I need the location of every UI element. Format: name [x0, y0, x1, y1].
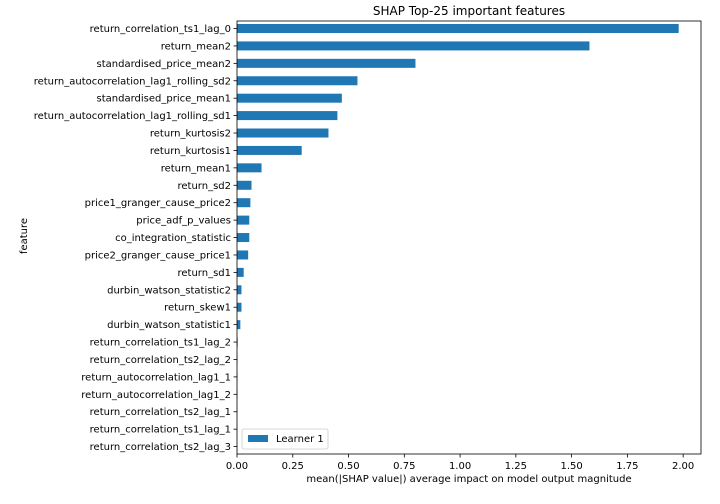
- bar: [237, 111, 338, 121]
- category-label: return_autocorrelation_lag1_1: [81, 372, 231, 383]
- category-label: co_integration_statistic: [115, 233, 231, 244]
- category-label: standardised_price_mean2: [97, 59, 231, 70]
- bar: [237, 58, 416, 68]
- bar: [237, 198, 251, 208]
- category-label: return_kurtosis2: [150, 129, 231, 140]
- x-tick-label: 0.00: [226, 461, 248, 472]
- category-label: return_sd1: [178, 268, 232, 279]
- category-label: price1_granger_cause_price2: [85, 198, 231, 209]
- bar: [237, 215, 250, 225]
- x-tick-label: 1.00: [449, 461, 471, 472]
- x-tick-label: 0.50: [337, 461, 359, 472]
- x-ticks-group: 0.00 0.25 0.50 0.75 1.00 1.25 1.50 1.75 2.00: [226, 454, 694, 472]
- category-label: standardised_price_mean1: [97, 94, 231, 105]
- bar: [237, 93, 342, 103]
- legend-label: Learner 1: [276, 434, 324, 445]
- category-label: return_autocorrelation_lag1_2: [81, 390, 231, 401]
- category-label: return_correlation_ts1_lag_0: [90, 24, 231, 35]
- category-label: return_skew1: [164, 303, 231, 314]
- category-label: return_mean1: [161, 163, 231, 174]
- bar: [237, 320, 241, 330]
- category-label: return_sd2: [178, 181, 232, 192]
- category-labels-group: return_correlation_ts1_lag_0 return_mean2…: [34, 24, 237, 453]
- x-tick-label: 0.25: [282, 461, 304, 472]
- bar: [237, 41, 590, 51]
- bar: [237, 250, 249, 260]
- x-tick-label: 1.50: [560, 461, 582, 472]
- category-label: return_autocorrelation_lag1_rolling_sd2: [34, 76, 231, 87]
- x-axis-label: mean(|SHAP value|) average impact on mod…: [306, 474, 631, 485]
- category-label: price_adf_p_values: [136, 216, 231, 227]
- y-axis-label: feature: [19, 218, 30, 254]
- bar: [237, 302, 242, 312]
- bar: [237, 285, 242, 295]
- category-label: return_correlation_ts2_lag_1: [90, 407, 231, 418]
- category-label: durbin_watson_statistic1: [107, 320, 231, 331]
- legend-box: [241, 428, 329, 450]
- legend-swatch: [248, 435, 268, 442]
- chart-title: SHAP Top-25 important features: [373, 4, 565, 18]
- category-label: return_correlation_ts1_lag_2: [90, 338, 231, 349]
- category-label: durbin_watson_statistic2: [107, 285, 231, 296]
- bar: [237, 163, 262, 173]
- category-label: return_mean2: [161, 41, 231, 52]
- legend: Learner 1: [241, 428, 329, 450]
- category-label: return_kurtosis1: [150, 146, 231, 157]
- x-tick-label: 1.25: [505, 461, 527, 472]
- bar: [237, 233, 250, 243]
- category-label: return_correlation_ts2_lag_2: [90, 355, 231, 366]
- bars-group: [237, 24, 679, 452]
- bar: [237, 76, 358, 86]
- category-label: return_correlation_ts2_lag_3: [90, 442, 231, 453]
- category-label: price2_granger_cause_price1: [85, 250, 231, 261]
- bar: [237, 145, 302, 155]
- category-label: return_autocorrelation_lag1_rolling_sd1: [34, 111, 231, 122]
- bar: [237, 24, 679, 33]
- bar: [237, 128, 329, 138]
- bar: [237, 267, 244, 277]
- x-tick-label: 0.75: [393, 461, 415, 472]
- x-tick-label: 1.75: [616, 461, 638, 472]
- bar: [237, 180, 252, 190]
- category-label: return_correlation_ts1_lag_1: [90, 425, 231, 436]
- plot-frame: [236, 20, 702, 455]
- x-tick-label: 2.00: [672, 461, 694, 472]
